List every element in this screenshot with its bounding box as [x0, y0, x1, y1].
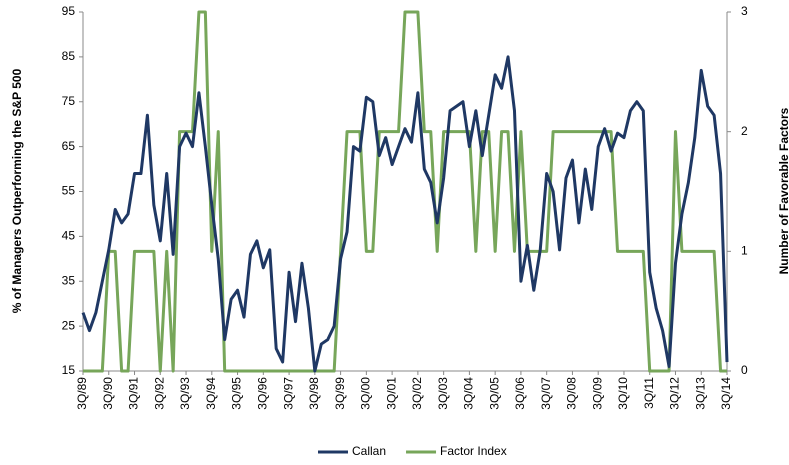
x-tick-label: 3Q/94	[204, 377, 218, 410]
x-tick-label: 3Q/08	[565, 377, 579, 410]
series-line	[83, 10, 727, 373]
y2-axis-title: Number of Favorable Factors	[777, 107, 789, 274]
legend-label: Factor Index	[440, 444, 507, 458]
y-tick-label: 95	[62, 4, 76, 18]
x-tick-label: 3Q/11	[642, 377, 656, 409]
x-tick-label: 3Q/10	[616, 377, 630, 410]
x-tick-label: 3Q/03	[436, 377, 450, 410]
y-tick-label: 75	[62, 94, 76, 108]
y-tick-label: 45	[62, 229, 76, 243]
y-tick-label: 55	[62, 184, 76, 198]
y2-tick-label: 0	[741, 363, 748, 377]
y2-tick-label: 2	[741, 124, 748, 138]
y-tick-label: 35	[62, 273, 76, 287]
x-tick-label: 3Q/99	[333, 377, 347, 410]
legend-label: Callan	[352, 444, 386, 458]
y-axis-title: % of Managers Outperforming the S&P 500	[10, 68, 24, 313]
x-tick-label: 3Q/06	[513, 377, 527, 410]
x-tick-label: 3Q/12	[668, 377, 682, 410]
x-tick-label: 3Q/09	[590, 377, 604, 410]
y-tick-label: 25	[62, 318, 76, 332]
y2-tick-label: 3	[741, 4, 748, 18]
y-tick-label: 65	[62, 139, 76, 153]
x-tick-label: 3Q/92	[152, 377, 166, 410]
x-tick-label: 3Q/00	[359, 377, 373, 410]
x-tick-label: 3Q/91	[127, 377, 141, 410]
y-tick-label: 15	[62, 363, 76, 377]
x-tick-label: 3Q/89	[75, 377, 89, 410]
x-tick-label: 3Q/02	[410, 377, 424, 410]
x-tick-label: 3Q/07	[539, 377, 553, 410]
x-tick-label: 3Q/97	[281, 377, 295, 410]
x-tick-label: 3Q/04	[462, 377, 476, 410]
x-tick-label: 3Q/98	[307, 377, 321, 410]
y2-tick-label: 1	[741, 244, 748, 258]
x-tick-label: 3Q/13	[693, 377, 707, 410]
y-tick-label: 85	[62, 49, 76, 63]
x-tick-label: 3Q/05	[487, 377, 501, 410]
x-tick-label: 3Q/14	[719, 377, 733, 410]
x-tick-label: 3Q/95	[230, 377, 244, 410]
series-line	[81, 55, 729, 373]
x-tick-label: 3Q/01	[384, 377, 398, 410]
x-tick-label: 3Q/90	[101, 377, 115, 410]
x-tick-label: 3Q/93	[178, 377, 192, 410]
x-tick-label: 3Q/96	[255, 377, 269, 410]
